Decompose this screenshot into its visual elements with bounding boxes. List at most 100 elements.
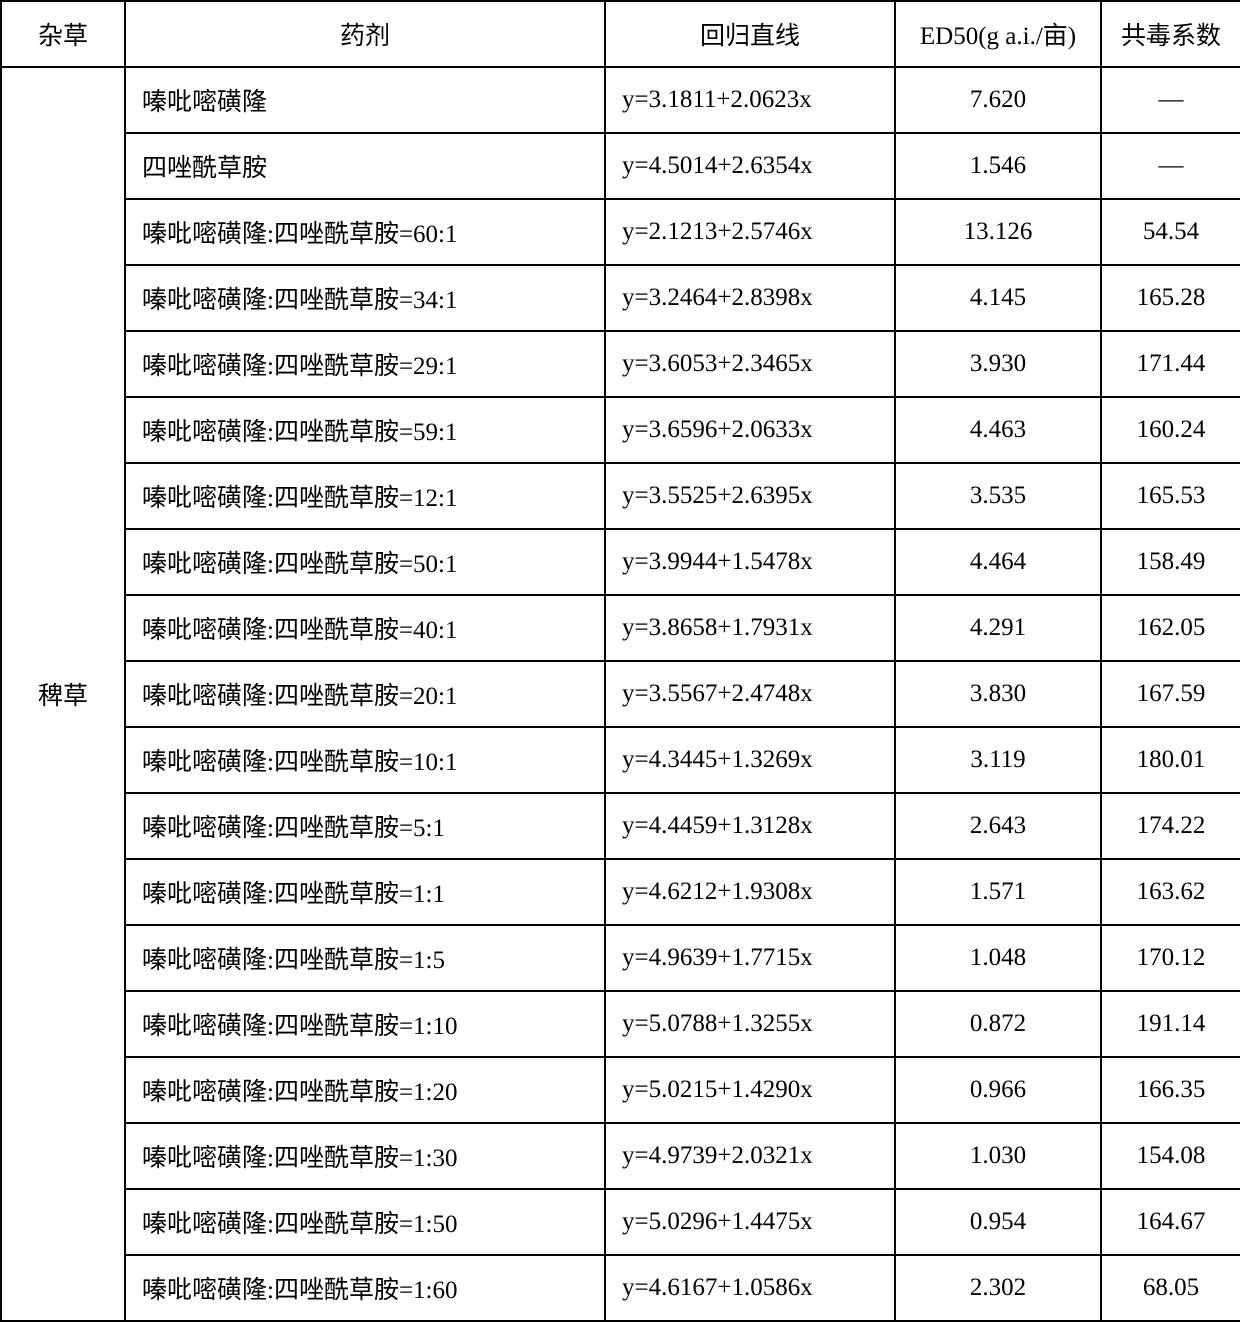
cotox-cell: 154.08: [1101, 1123, 1240, 1189]
ed50-cell: 1.546: [895, 133, 1101, 199]
herbicide-toxicity-table: 杂草 药剂 回归直线 ED50(g a.i./亩) 共毒系数 稗草嗪吡嘧磺隆y=…: [0, 0, 1240, 1322]
table-row: 嗪吡嘧磺隆:四唑酰草胺=59:1y=3.6596+2.0633x4.463160…: [1, 397, 1240, 463]
cotox-cell: 160.24: [1101, 397, 1240, 463]
cotox-cell: 167.59: [1101, 661, 1240, 727]
regression-cell: y=4.3445+1.3269x: [605, 727, 895, 793]
ed50-cell: 3.930: [895, 331, 1101, 397]
cotox-cell: 164.67: [1101, 1189, 1240, 1255]
table-row: 嗪吡嘧磺隆:四唑酰草胺=1:10y=5.0788+1.3255x0.872191…: [1, 991, 1240, 1057]
col-header-agent: 药剂: [125, 1, 605, 67]
regression-cell: y=3.6596+2.0633x: [605, 397, 895, 463]
agent-cell: 嗪吡嘧磺隆:四唑酰草胺=1:50: [125, 1189, 605, 1255]
ed50-cell: 2.643: [895, 793, 1101, 859]
regression-cell: y=3.2464+2.8398x: [605, 265, 895, 331]
ed50-cell: 1.048: [895, 925, 1101, 991]
agent-cell: 嗪吡嘧磺隆:四唑酰草胺=12:1: [125, 463, 605, 529]
table-row: 嗪吡嘧磺隆:四唑酰草胺=1:50y=5.0296+1.4475x0.954164…: [1, 1189, 1240, 1255]
agent-cell: 嗪吡嘧磺隆:四唑酰草胺=10:1: [125, 727, 605, 793]
table-row: 嗪吡嘧磺隆:四唑酰草胺=1:30y=4.9739+2.0321x1.030154…: [1, 1123, 1240, 1189]
ed50-cell: 2.302: [895, 1255, 1101, 1321]
cotox-cell: —: [1101, 133, 1240, 199]
table-row: 嗪吡嘧磺隆:四唑酰草胺=5:1y=4.4459+1.3128x2.643174.…: [1, 793, 1240, 859]
agent-cell: 嗪吡嘧磺隆:四唑酰草胺=59:1: [125, 397, 605, 463]
table-row: 嗪吡嘧磺隆:四唑酰草胺=40:1y=3.8658+1.7931x4.291162…: [1, 595, 1240, 661]
ed50-cell: 3.830: [895, 661, 1101, 727]
ed50-cell: 13.126: [895, 199, 1101, 265]
table-row: 嗪吡嘧磺隆:四唑酰草胺=10:1y=4.3445+1.3269x3.119180…: [1, 727, 1240, 793]
table-row: 稗草嗪吡嘧磺隆y=3.1811+2.0623x7.620—: [1, 67, 1240, 133]
cotox-cell: 163.62: [1101, 859, 1240, 925]
cotox-cell: 166.35: [1101, 1057, 1240, 1123]
agent-cell: 嗪吡嘧磺隆: [125, 67, 605, 133]
col-header-cotox: 共毒系数: [1101, 1, 1240, 67]
col-header-regression: 回归直线: [605, 1, 895, 67]
agent-cell: 嗪吡嘧磺隆:四唑酰草胺=5:1: [125, 793, 605, 859]
agent-cell: 嗪吡嘧磺隆:四唑酰草胺=1:5: [125, 925, 605, 991]
agent-cell: 四唑酰草胺: [125, 133, 605, 199]
table-row: 嗪吡嘧磺隆:四唑酰草胺=12:1y=3.5525+2.6395x3.535165…: [1, 463, 1240, 529]
table-header-row: 杂草 药剂 回归直线 ED50(g a.i./亩) 共毒系数: [1, 1, 1240, 67]
agent-cell: 嗪吡嘧磺隆:四唑酰草胺=20:1: [125, 661, 605, 727]
table-row: 嗪吡嘧磺隆:四唑酰草胺=60:1y=2.1213+2.5746x13.12654…: [1, 199, 1240, 265]
ed50-cell: 0.872: [895, 991, 1101, 1057]
regression-cell: y=2.1213+2.5746x: [605, 199, 895, 265]
regression-cell: y=3.9944+1.5478x: [605, 529, 895, 595]
regression-cell: y=3.5567+2.4748x: [605, 661, 895, 727]
ed50-cell: 1.571: [895, 859, 1101, 925]
regression-cell: y=4.6212+1.9308x: [605, 859, 895, 925]
cotox-cell: 174.22: [1101, 793, 1240, 859]
ed50-cell: 4.464: [895, 529, 1101, 595]
cotox-cell: —: [1101, 67, 1240, 133]
regression-cell: y=3.5525+2.6395x: [605, 463, 895, 529]
table-row: 嗪吡嘧磺隆:四唑酰草胺=1:1y=4.6212+1.9308x1.571163.…: [1, 859, 1240, 925]
cotox-cell: 191.14: [1101, 991, 1240, 1057]
agent-cell: 嗪吡嘧磺隆:四唑酰草胺=50:1: [125, 529, 605, 595]
agent-cell: 嗪吡嘧磺隆:四唑酰草胺=1:60: [125, 1255, 605, 1321]
agent-cell: 嗪吡嘧磺隆:四唑酰草胺=1:10: [125, 991, 605, 1057]
ed50-cell: 3.535: [895, 463, 1101, 529]
agent-cell: 嗪吡嘧磺隆:四唑酰草胺=1:1: [125, 859, 605, 925]
agent-cell: 嗪吡嘧磺隆:四唑酰草胺=60:1: [125, 199, 605, 265]
cotox-cell: 165.28: [1101, 265, 1240, 331]
ed50-cell: 3.119: [895, 727, 1101, 793]
regression-cell: y=4.9639+1.7715x: [605, 925, 895, 991]
table-body: 稗草嗪吡嘧磺隆y=3.1811+2.0623x7.620—四唑酰草胺y=4.50…: [1, 67, 1240, 1321]
col-header-ed50: ED50(g a.i./亩): [895, 1, 1101, 67]
ed50-cell: 0.966: [895, 1057, 1101, 1123]
agent-cell: 嗪吡嘧磺隆:四唑酰草胺=29:1: [125, 331, 605, 397]
table-row: 嗪吡嘧磺隆:四唑酰草胺=29:1y=3.6053+2.3465x3.930171…: [1, 331, 1240, 397]
regression-cell: y=3.1811+2.0623x: [605, 67, 895, 133]
table-row: 嗪吡嘧磺隆:四唑酰草胺=1:60y=4.6167+1.0586x2.30268.…: [1, 1255, 1240, 1321]
table-row: 嗪吡嘧磺隆:四唑酰草胺=1:20y=5.0215+1.4290x0.966166…: [1, 1057, 1240, 1123]
agent-cell: 嗪吡嘧磺隆:四唑酰草胺=34:1: [125, 265, 605, 331]
cotox-cell: 68.05: [1101, 1255, 1240, 1321]
table-row: 嗪吡嘧磺隆:四唑酰草胺=50:1y=3.9944+1.5478x4.464158…: [1, 529, 1240, 595]
ed50-cell: 4.291: [895, 595, 1101, 661]
weed-cell: 稗草: [1, 67, 125, 1321]
agent-cell: 嗪吡嘧磺隆:四唑酰草胺=40:1: [125, 595, 605, 661]
agent-cell: 嗪吡嘧磺隆:四唑酰草胺=1:30: [125, 1123, 605, 1189]
regression-cell: y=5.0788+1.3255x: [605, 991, 895, 1057]
ed50-cell: 7.620: [895, 67, 1101, 133]
cotox-cell: 165.53: [1101, 463, 1240, 529]
table-row: 嗪吡嘧磺隆:四唑酰草胺=1:5y=4.9639+1.7715x1.048170.…: [1, 925, 1240, 991]
regression-cell: y=3.8658+1.7931x: [605, 595, 895, 661]
cotox-cell: 180.01: [1101, 727, 1240, 793]
cotox-cell: 170.12: [1101, 925, 1240, 991]
agent-cell: 嗪吡嘧磺隆:四唑酰草胺=1:20: [125, 1057, 605, 1123]
table-row: 嗪吡嘧磺隆:四唑酰草胺=34:1y=3.2464+2.8398x4.145165…: [1, 265, 1240, 331]
ed50-cell: 1.030: [895, 1123, 1101, 1189]
cotox-cell: 162.05: [1101, 595, 1240, 661]
ed50-cell: 0.954: [895, 1189, 1101, 1255]
regression-cell: y=4.6167+1.0586x: [605, 1255, 895, 1321]
regression-cell: y=5.0296+1.4475x: [605, 1189, 895, 1255]
table-row: 嗪吡嘧磺隆:四唑酰草胺=20:1y=3.5567+2.4748x3.830167…: [1, 661, 1240, 727]
cotox-cell: 171.44: [1101, 331, 1240, 397]
ed50-cell: 4.463: [895, 397, 1101, 463]
cotox-cell: 54.54: [1101, 199, 1240, 265]
cotox-cell: 158.49: [1101, 529, 1240, 595]
ed50-cell: 4.145: [895, 265, 1101, 331]
regression-cell: y=3.6053+2.3465x: [605, 331, 895, 397]
regression-cell: y=5.0215+1.4290x: [605, 1057, 895, 1123]
regression-cell: y=4.4459+1.3128x: [605, 793, 895, 859]
